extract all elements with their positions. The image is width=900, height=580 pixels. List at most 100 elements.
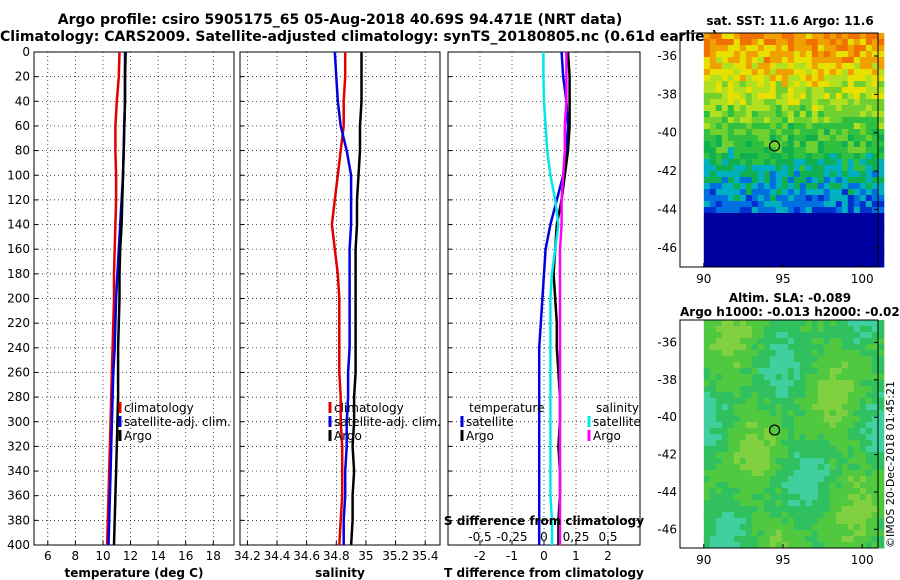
map-cell <box>715 159 723 166</box>
map-cell <box>703 177 711 184</box>
map-cell <box>847 458 855 465</box>
map-cell <box>859 356 867 363</box>
map-cell <box>733 69 741 76</box>
map-cell <box>781 452 789 459</box>
map-cell <box>745 362 753 369</box>
map-cell <box>865 410 873 417</box>
map-cell <box>865 123 873 130</box>
map-cell <box>811 33 819 40</box>
map-cell <box>799 147 807 154</box>
map-cell <box>775 440 783 447</box>
map-cell <box>703 159 711 166</box>
map-cell <box>853 255 861 262</box>
map-cell <box>745 153 753 160</box>
map-cell <box>823 81 831 88</box>
map-cell <box>781 261 789 268</box>
x-tick-label: 34.6 <box>293 549 320 563</box>
map-cell <box>751 129 759 136</box>
map-cell <box>823 338 831 345</box>
map-cell <box>715 536 723 543</box>
map-cell <box>799 446 807 453</box>
map-cell <box>811 63 819 70</box>
map-cell <box>763 75 771 82</box>
map-cell <box>733 380 741 387</box>
map-cell <box>817 320 825 327</box>
map-cell <box>787 159 795 166</box>
map-cell <box>835 39 843 46</box>
map-cell <box>865 201 873 208</box>
map-cell <box>793 386 801 393</box>
map-cell <box>799 452 807 459</box>
map-cell <box>853 165 861 172</box>
map-cell <box>721 470 729 477</box>
map-cell <box>859 45 867 52</box>
map-cell <box>859 320 867 327</box>
map-cell <box>703 422 711 429</box>
map-cell <box>847 494 855 501</box>
map-cell <box>769 458 777 465</box>
map-cell <box>817 518 825 525</box>
map-cell <box>733 117 741 124</box>
map-cell <box>829 392 837 399</box>
map-cell <box>715 141 723 148</box>
map-cell <box>769 464 777 471</box>
map-cell <box>829 183 837 190</box>
map-cell <box>859 207 867 214</box>
map-cell <box>853 410 861 417</box>
map-cell <box>817 410 825 417</box>
map-cell <box>829 506 837 513</box>
map-cell <box>775 123 783 130</box>
map-cell <box>787 129 795 136</box>
map-cell <box>871 464 879 471</box>
map-cell <box>727 135 735 142</box>
map-cell <box>829 542 837 549</box>
map-cell <box>733 87 741 94</box>
x-tick-label: 10 <box>95 549 110 563</box>
map-cell <box>775 506 783 513</box>
map-cell <box>865 63 873 70</box>
map-cell <box>769 338 777 345</box>
map-cell <box>763 374 771 381</box>
map-cell <box>727 153 735 160</box>
map-cell <box>805 195 813 202</box>
map-cell <box>775 392 783 399</box>
map-cell <box>805 362 813 369</box>
map-cell <box>709 542 717 549</box>
map-cell <box>763 243 771 250</box>
map-cell <box>793 374 801 381</box>
map-cell <box>715 392 723 399</box>
map-cell <box>811 129 819 136</box>
map-cell <box>811 422 819 429</box>
map-cell <box>757 147 765 154</box>
top-tick-label: 0,5 <box>598 530 617 544</box>
map-cell <box>841 392 849 399</box>
map-cell <box>859 476 867 483</box>
map-cell <box>757 446 765 453</box>
map-cell <box>829 81 837 88</box>
map-cell <box>769 488 777 495</box>
legend-diff-temp-title: temperature <box>469 401 544 415</box>
map-cell <box>769 177 777 184</box>
sst-map-title: sat. SST: 11.6 Argo: 11.6 <box>706 14 874 28</box>
map-cell <box>787 320 795 327</box>
legend-diff-sal-title: salinity <box>596 401 639 415</box>
map-cell <box>805 45 813 52</box>
map-cell <box>781 350 789 357</box>
map-cell <box>781 356 789 363</box>
map-cell <box>721 165 729 172</box>
map-cell <box>847 536 855 543</box>
map-cell <box>721 159 729 166</box>
map-cell <box>805 147 813 154</box>
map-cell <box>775 135 783 142</box>
y-tick-label: 220 <box>7 316 30 330</box>
map-cell <box>703 464 711 471</box>
map-cell <box>835 326 843 333</box>
map-cell <box>745 219 753 226</box>
map-cell <box>721 464 729 471</box>
map-cell <box>703 386 711 393</box>
map-cell <box>763 207 771 214</box>
map-cell <box>709 147 717 154</box>
map-cell <box>751 189 759 196</box>
map-cell <box>817 524 825 531</box>
map-cell <box>823 506 831 513</box>
